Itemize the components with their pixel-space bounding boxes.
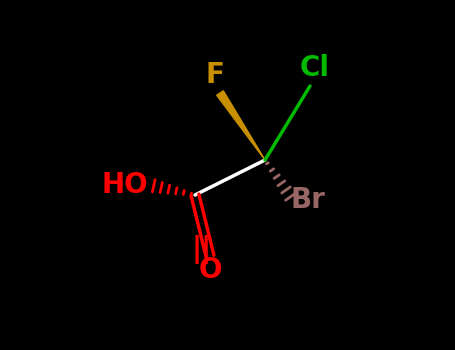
Polygon shape [217, 91, 265, 160]
Text: O: O [198, 256, 222, 284]
Text: ||: || [192, 236, 212, 265]
Text: Cl: Cl [300, 54, 330, 82]
Text: Br: Br [291, 186, 325, 214]
Text: F: F [206, 61, 224, 89]
Text: HO: HO [101, 171, 148, 199]
